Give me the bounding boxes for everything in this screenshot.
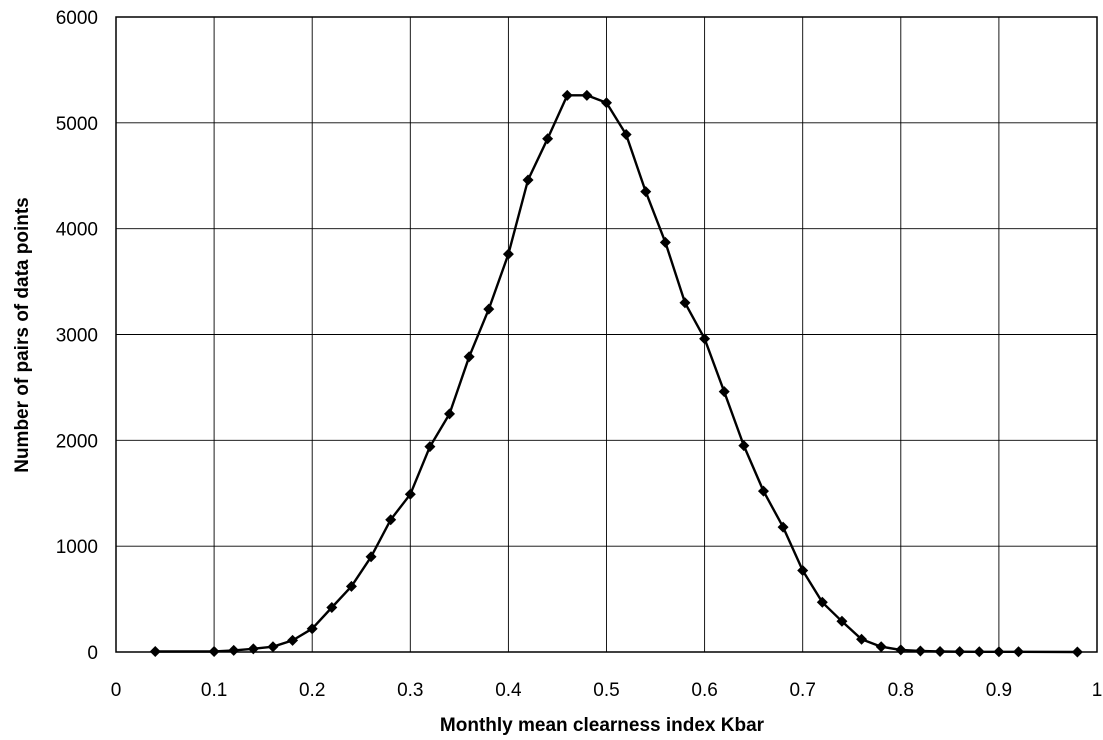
data-point-marker xyxy=(601,97,612,109)
data-point-marker xyxy=(856,633,868,645)
data-point-marker xyxy=(895,644,907,656)
y-tick-label: 2000 xyxy=(56,431,98,452)
y-tick-label: 1000 xyxy=(56,537,98,558)
x-tick-label: 0.4 xyxy=(495,680,522,701)
x-axis-title: Monthly mean clearness index Kbar xyxy=(440,715,765,736)
series-line xyxy=(155,94,1078,654)
data-point-marker xyxy=(424,441,436,453)
y-tick-label: 0 xyxy=(87,643,98,664)
data-point-marker xyxy=(208,645,220,657)
x-tick-label: 0.1 xyxy=(201,680,227,701)
data-point-marker xyxy=(1013,646,1025,658)
data-point-marker xyxy=(483,303,495,315)
data-point-marker xyxy=(640,186,652,198)
data-point-marker xyxy=(757,485,769,497)
x-tick-label: 0.9 xyxy=(986,680,1012,701)
data-point-marker xyxy=(149,645,161,657)
data-point-marker xyxy=(463,351,475,363)
x-axis-ticks: 0 0.1 0.2 0.3 0.4 0.5 0.6 0.7 0.8 0.9 1 xyxy=(111,680,1103,701)
data-point-marker xyxy=(738,440,750,452)
data-point-marker xyxy=(875,641,887,653)
data-point-marker xyxy=(522,174,534,186)
data-point-marker xyxy=(777,521,789,533)
x-tick-label: 0.3 xyxy=(397,680,423,701)
data-point-marker xyxy=(404,488,416,500)
data-point-marker xyxy=(1071,646,1083,658)
x-tick-label: 0.8 xyxy=(888,680,914,701)
data-point-marker xyxy=(228,644,240,656)
grid-lines xyxy=(116,17,1097,652)
data-point-marker xyxy=(385,514,397,526)
x-tick-label: 0 xyxy=(111,680,122,701)
data-point-marker xyxy=(287,634,299,646)
x-tick-label: 0.2 xyxy=(299,680,325,701)
data-point-marker xyxy=(326,602,338,614)
data-point-marker xyxy=(993,646,1005,658)
data-point-marker xyxy=(345,580,357,592)
x-tick-label: 0.5 xyxy=(593,680,619,701)
data-point-marker xyxy=(365,551,377,563)
data-point-marker xyxy=(247,643,259,655)
y-tick-label: 3000 xyxy=(56,326,98,347)
y-tick-label: 6000 xyxy=(56,8,98,29)
series-group xyxy=(149,89,1083,658)
plot-area xyxy=(115,16,1098,653)
data-point-marker xyxy=(934,645,946,657)
data-point-marker xyxy=(954,646,966,658)
data-point-marker xyxy=(542,133,554,145)
data-point-marker xyxy=(267,641,279,653)
data-point-marker xyxy=(816,596,828,608)
data-point-marker xyxy=(306,623,318,635)
data-point-marker xyxy=(659,236,671,248)
x-tick-label: 1 xyxy=(1092,680,1103,701)
data-point-marker xyxy=(561,89,573,101)
y-axis-title: Number of pairs of data points xyxy=(12,197,33,473)
y-tick-label: 4000 xyxy=(56,220,98,241)
data-point-marker xyxy=(914,645,926,657)
data-point-marker xyxy=(699,333,711,345)
data-point-marker xyxy=(973,646,985,658)
data-point-marker xyxy=(620,128,632,140)
data-point-marker xyxy=(502,248,514,260)
y-axis-ticks: 0 1000 2000 3000 4000 5000 6000 xyxy=(56,8,98,664)
data-point-marker xyxy=(797,565,809,577)
data-point-marker xyxy=(581,89,593,101)
data-point-marker xyxy=(836,615,848,627)
data-point-marker xyxy=(679,297,691,309)
x-tick-label: 0.6 xyxy=(691,680,717,701)
y-tick-label: 5000 xyxy=(56,114,98,135)
x-tick-label: 0.7 xyxy=(789,680,815,701)
data-point-marker xyxy=(444,408,456,420)
data-point-marker xyxy=(718,386,730,398)
